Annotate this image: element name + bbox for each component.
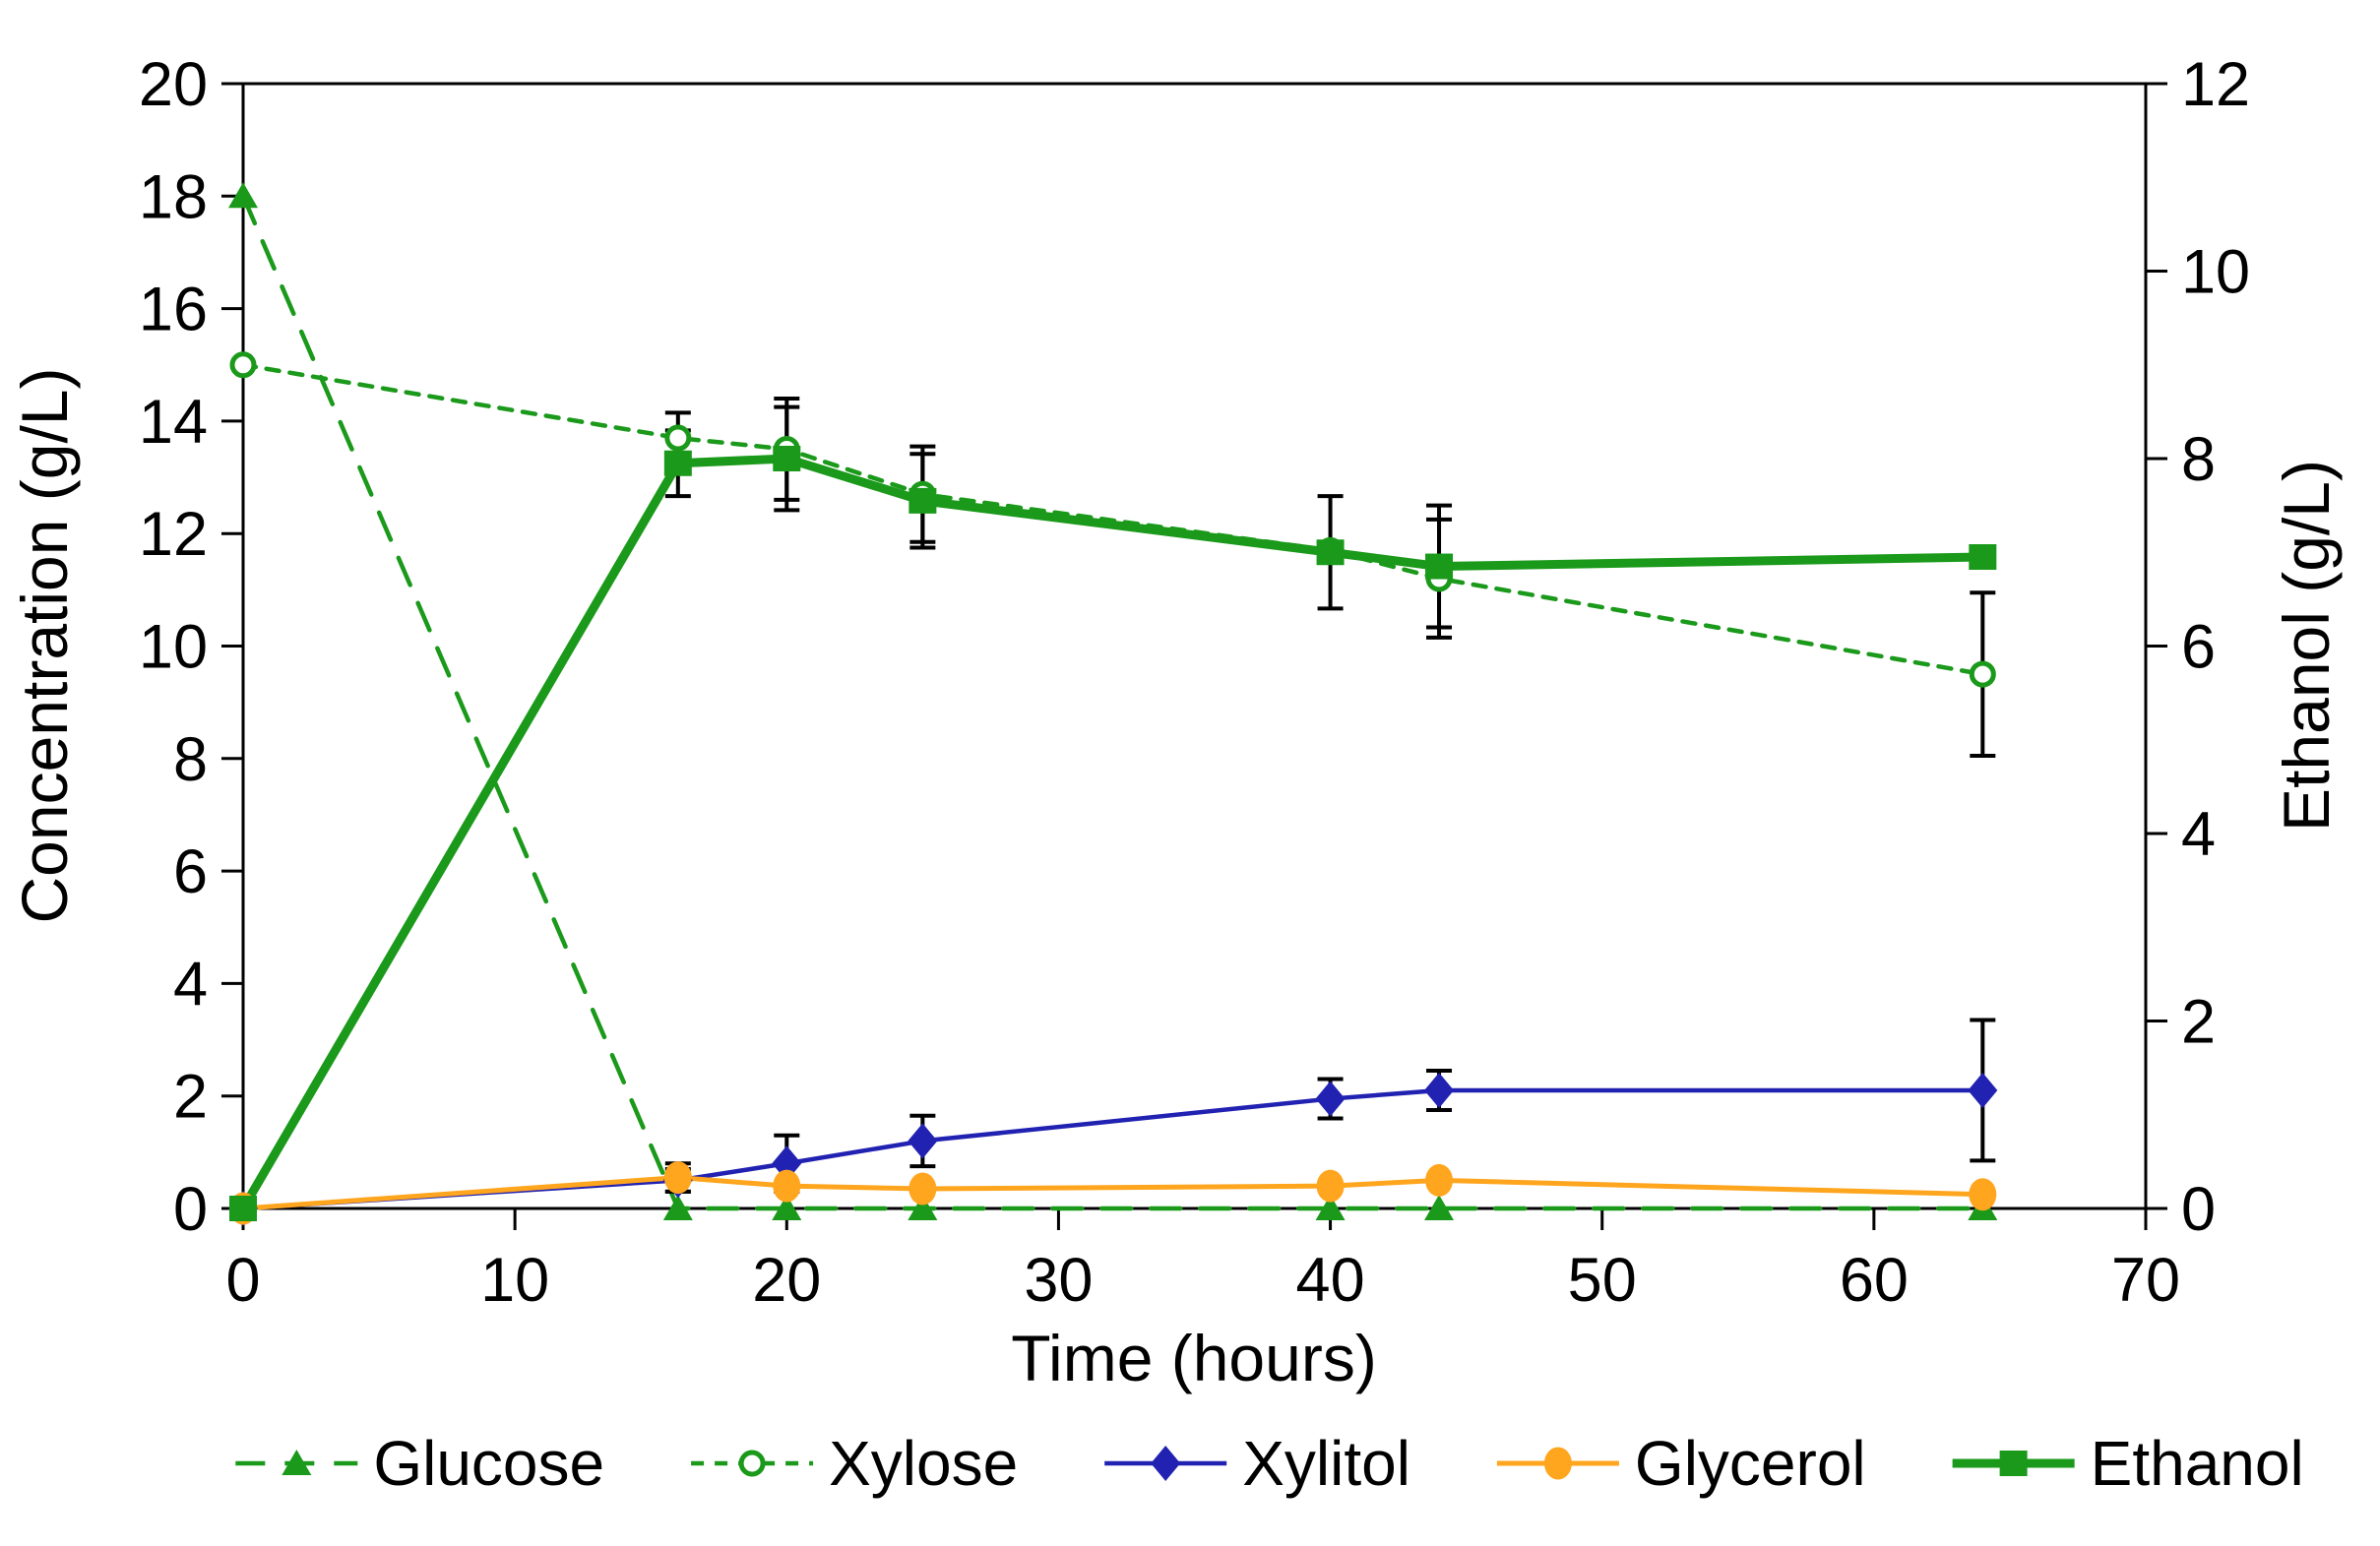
square-marker xyxy=(229,1196,257,1221)
open-circle-marker xyxy=(738,1450,766,1477)
legend-label: Xylose xyxy=(829,1428,1018,1499)
diamond-marker xyxy=(1968,1072,1998,1108)
legend-label: Xylitol xyxy=(1242,1428,1410,1499)
series-xylose-line xyxy=(240,362,1985,677)
series-ethanol-markers xyxy=(229,446,1997,1221)
x-axis-title: Time (hours) xyxy=(1011,1322,1377,1394)
circle-marker xyxy=(1969,1178,1997,1211)
x-axis-tick-label: 50 xyxy=(1568,1246,1637,1315)
diamond-marker xyxy=(908,1123,938,1159)
legend-item-xylose: Xylose xyxy=(691,1428,1018,1499)
x-axis-tick-label: 10 xyxy=(480,1246,549,1315)
circle-marker xyxy=(1425,1163,1454,1197)
left-axis-tick-label: 18 xyxy=(139,162,208,231)
x-axis-tick-label: 40 xyxy=(1296,1246,1365,1315)
triangle-marker xyxy=(1424,1195,1455,1220)
right-axis-tick-label: 10 xyxy=(2181,238,2250,307)
x-axis-tick-label: 0 xyxy=(225,1246,260,1315)
circle-marker xyxy=(663,1161,692,1195)
triangle-marker xyxy=(662,1195,693,1220)
diamond-marker xyxy=(1315,1081,1346,1117)
triangle-marker xyxy=(282,1450,312,1475)
left-axis-tick-label: 20 xyxy=(139,50,208,119)
left-axis-title: Concentration (g/L) xyxy=(8,368,81,924)
x-axis-tick-label: 60 xyxy=(1840,1246,1909,1315)
left-axis-tick-label: 6 xyxy=(173,837,208,906)
legend: Glucose Xylose Xylitol Glycerol Ethanol xyxy=(235,1428,2304,1499)
square-marker xyxy=(773,446,801,471)
left-axis-tick-label: 4 xyxy=(173,950,208,1019)
square-marker xyxy=(663,450,692,476)
square-marker xyxy=(1969,544,1997,571)
x-axis-tick-label: 70 xyxy=(2111,1246,2180,1315)
triangle-marker xyxy=(772,1195,802,1220)
legend-label: Glucose xyxy=(373,1428,604,1499)
right-axis-tick-label: 0 xyxy=(2181,1175,2216,1244)
legend-label: Glycerol xyxy=(1635,1428,1866,1499)
right-axis-title: Ethanol (g/L) xyxy=(2270,460,2343,832)
right-axis-tick-label: 8 xyxy=(2181,425,2216,494)
diamond-marker xyxy=(1151,1446,1181,1481)
triangle-marker xyxy=(228,182,258,209)
legend-item-glucose: Glucose xyxy=(235,1428,604,1499)
series-glucose-line xyxy=(240,194,1985,1211)
circle-marker xyxy=(908,1172,937,1206)
open-circle-marker xyxy=(229,351,257,379)
right-axis-tick-label: 2 xyxy=(2181,988,2216,1057)
right-axis-tick-label: 4 xyxy=(2181,800,2216,869)
series-xylitol-markers xyxy=(228,1072,1998,1226)
triangle-marker xyxy=(1315,1195,1346,1220)
plot-layer: 0 2 4 6 8 10 12 14 16 18 20 0 2 4 6 8 10 12 0 10 20 30 40 50 60 7… xyxy=(139,50,2250,1315)
open-circle-marker xyxy=(664,424,692,452)
circle-marker xyxy=(773,1169,801,1203)
diamond-marker xyxy=(1424,1072,1455,1108)
open-circle-marker xyxy=(1969,660,1996,688)
legend-label: Ethanol xyxy=(2091,1428,2304,1499)
left-axis-tick-label: 10 xyxy=(139,613,208,682)
left-axis-tick-label: 8 xyxy=(173,725,208,794)
left-axis-tick-label: 2 xyxy=(173,1063,208,1132)
x-axis-tick-label: 20 xyxy=(752,1246,821,1315)
square-marker xyxy=(1316,539,1345,566)
circle-marker xyxy=(1316,1169,1345,1203)
right-axis-tick-label: 12 xyxy=(2181,50,2250,119)
plot-border xyxy=(241,82,2148,1210)
square-marker xyxy=(1999,1451,2028,1476)
square-marker xyxy=(908,487,937,514)
x-axis-tick-label: 30 xyxy=(1024,1246,1093,1315)
right-axis-tick-label: 6 xyxy=(2181,613,2216,682)
legend-item-xylitol: Xylitol xyxy=(1104,1428,1410,1499)
series-glucose-markers xyxy=(228,182,1998,1220)
legend-item-ethanol: Ethanol xyxy=(1952,1428,2304,1499)
square-marker xyxy=(1425,553,1454,580)
circle-marker xyxy=(1543,1447,1572,1480)
triangle-marker xyxy=(908,1195,938,1220)
left-axis-tick-label: 0 xyxy=(173,1175,208,1244)
left-axis-tick-label: 14 xyxy=(139,388,208,457)
left-axis-tick-label: 12 xyxy=(139,500,208,569)
series-ethanol-line xyxy=(238,454,1987,1213)
legend-item-glycerol: Glycerol xyxy=(1496,1428,1866,1499)
left-axis-tick-label: 16 xyxy=(139,276,208,344)
